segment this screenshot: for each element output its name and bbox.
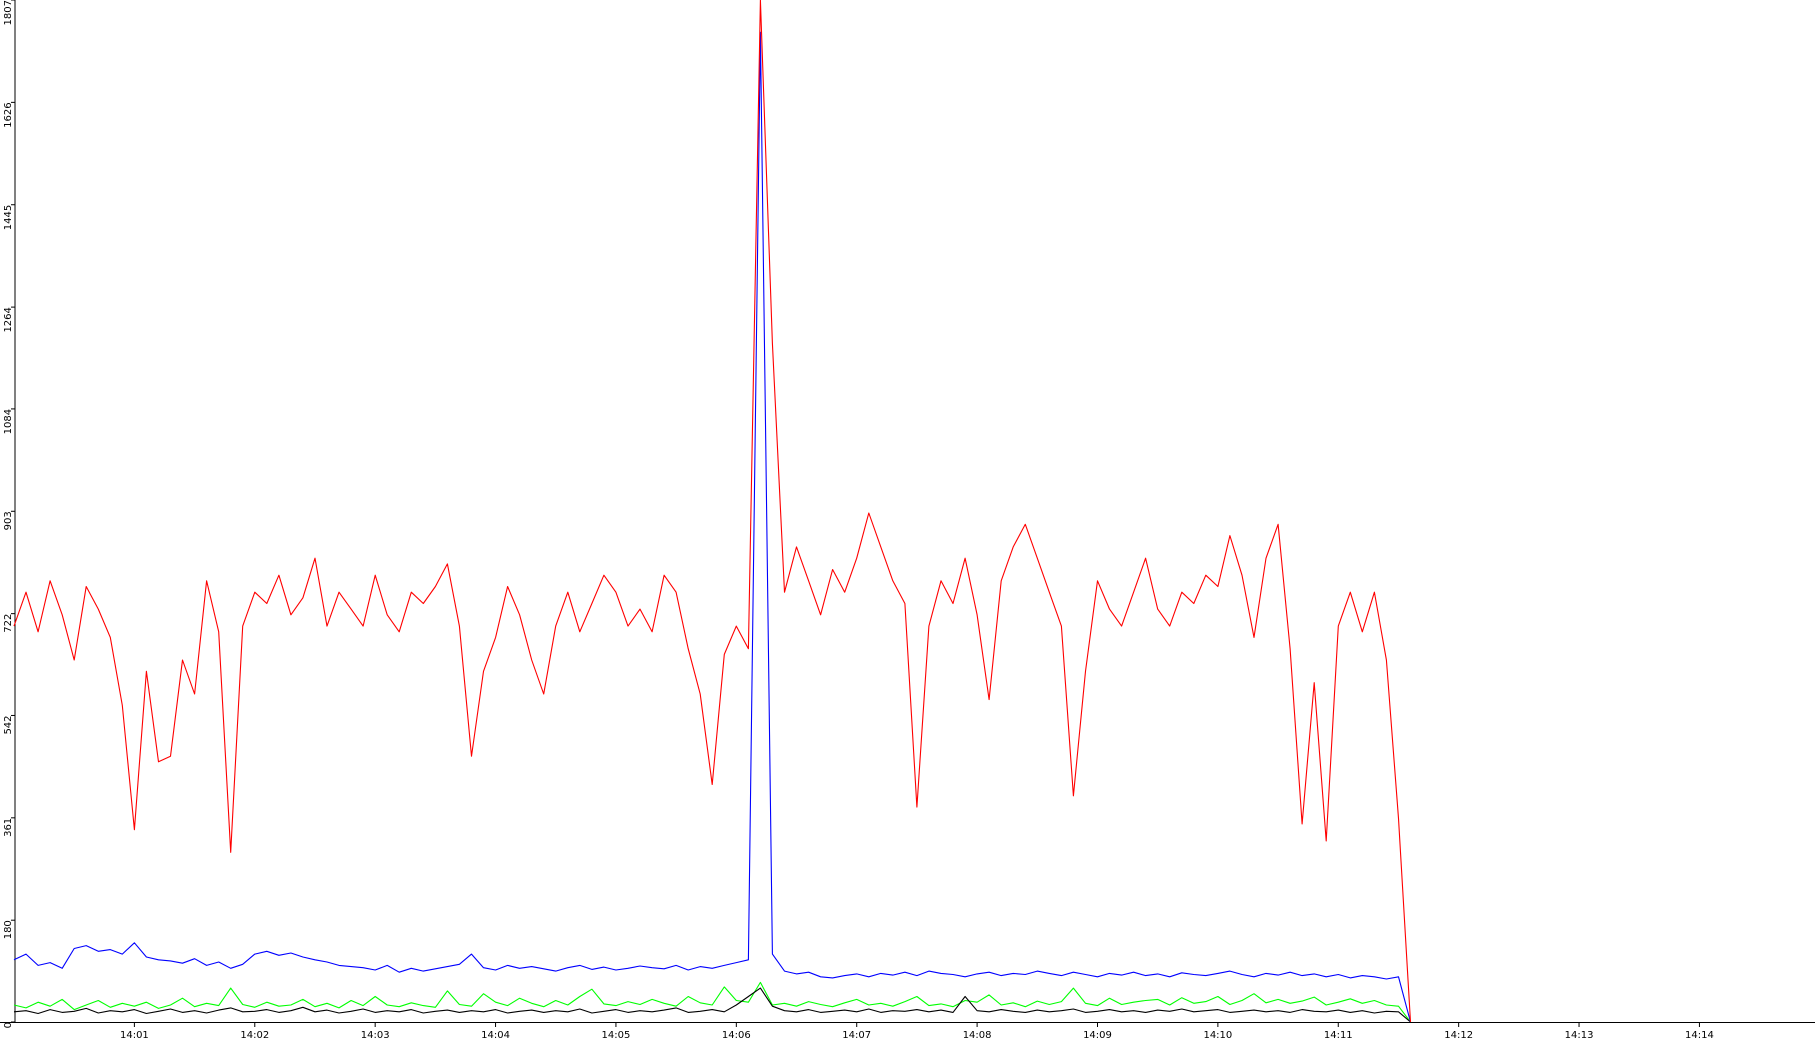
x-tick-label: 14:05 (602, 1030, 631, 1039)
y-tick-label: 722 (3, 614, 14, 633)
x-tick-label: 14:01 (120, 1030, 149, 1039)
x-tick-label: 14:03 (361, 1030, 390, 1039)
y-tick-label: 0 (3, 1022, 14, 1028)
y-tick-label: 903 (3, 511, 14, 530)
x-tick-label: 14:13 (1565, 1030, 1594, 1039)
series-line (13, 0, 1412, 1023)
x-tick-label: 14:11 (1324, 1030, 1353, 1039)
y-tick-label: 1084 (3, 409, 14, 434)
x-tick-label: 14:02 (240, 1030, 269, 1039)
y-tick-label: 1445 (3, 205, 14, 230)
series-line (13, 987, 1411, 1023)
y-tick-label: 180 (3, 920, 14, 939)
y-tick-label: 361 (3, 818, 14, 837)
y-tick-label: 1807 (3, 0, 14, 25)
series-line (13, 981, 1411, 1023)
x-tick-label: 14:10 (1203, 1030, 1232, 1039)
y-tick-label: 542 (3, 715, 14, 734)
y-tick-label: 1626 (3, 102, 14, 127)
series-line (13, 31, 1412, 1023)
y-tick-label: 1264 (3, 307, 14, 332)
x-tick-label: 14:12 (1444, 1030, 1473, 1039)
x-tick-label: 14:04 (481, 1030, 510, 1039)
x-tick-label: 14:09 (1083, 1030, 1112, 1039)
x-tick-label: 14:07 (842, 1030, 871, 1039)
x-tick-label: 14:08 (963, 1030, 992, 1039)
x-tick-label: 14:14 (1685, 1030, 1714, 1039)
x-tick-label: 14:06 (722, 1030, 751, 1039)
